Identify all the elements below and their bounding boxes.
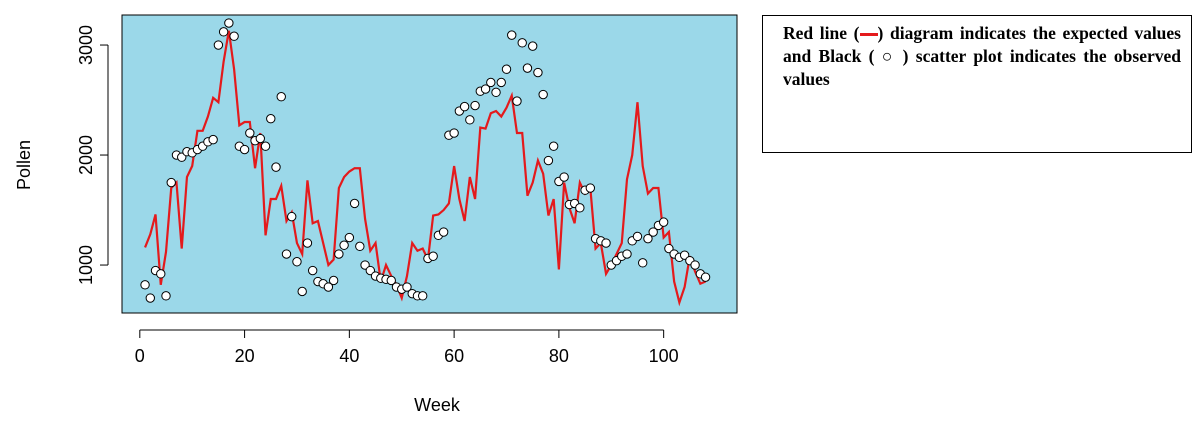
observed-point [260,141,271,151]
observed-point [643,233,653,244]
observed-point [239,144,250,155]
observed-point [648,227,658,237]
observed-point [213,40,224,50]
y-tick-label: 2000 [76,135,96,175]
observed-point [438,227,449,237]
observed-point [386,275,396,286]
observed-point [323,282,334,292]
observed-point [402,282,412,292]
observed-point [328,275,339,286]
observed-point [161,291,171,301]
observed-point [575,203,585,213]
observed-point [208,134,218,145]
observed-point [428,251,438,261]
annotation-box: Red line () diagram indicates the expect… [762,15,1192,153]
x-tick-label: 0 [135,346,145,366]
observed-point [302,238,313,248]
line-icon [859,33,878,37]
observed-point [538,89,548,100]
observed-point [517,38,527,48]
observed-point [156,269,166,279]
observed-point [344,232,355,243]
observed-point [334,249,344,259]
observed-point [585,183,596,193]
observed-point [287,211,297,222]
observed-point [145,293,155,303]
x-axis-label: Week [414,395,461,415]
observed-point [543,155,554,166]
x-tick-label: 100 [649,346,679,366]
observed-point [470,100,480,111]
observed-point [512,96,522,106]
observed-point [255,133,265,144]
observed-point [449,128,459,138]
y-tick-label: 1000 [76,245,96,285]
observed-point [292,257,302,267]
observed-point [527,41,538,51]
observed-point [622,249,632,259]
observed-point [638,258,648,268]
observed-point [690,260,700,270]
x-tick-label: 80 [549,346,569,366]
observed-point [266,114,276,124]
chart: Week Pollen 0 20 40 60 80 100 1000 2000 3000 [14,14,738,415]
observed-point [166,177,176,188]
observed-point [533,67,543,78]
x-tick-label: 60 [444,346,464,366]
observed-point [417,291,428,301]
observed-point [349,198,360,209]
observed-point [307,265,318,276]
observed-point [548,141,559,151]
observed-point [486,77,496,88]
x-tick-label: 20 [235,346,255,366]
observed-point [480,84,491,94]
observed-point [700,272,711,282]
observed-point [224,18,234,28]
observed-point [496,77,506,88]
y-tick-label: 3000 [76,25,96,65]
observed-point [501,64,512,74]
observed-point [658,217,669,227]
observed-point [601,238,611,248]
observed-point [339,240,349,250]
annotation-text: Red line ( [783,23,860,43]
observed-point [491,87,501,98]
plot-background [122,15,737,313]
observed-point [229,31,239,41]
observed-point [140,280,150,290]
annotation-text: ) diagram indicates the expected values … [783,23,1181,89]
x-tick-label: 40 [339,346,359,366]
y-axis-label: Pollen [14,140,34,190]
observed-point [459,101,470,112]
observed-point [632,231,643,242]
observed-point [276,92,286,102]
observed-point [245,128,255,138]
observed-point [271,162,281,172]
observed-point [465,115,475,125]
observed-point [522,63,533,73]
observed-point [559,172,569,182]
plot-frame [121,14,738,314]
observed-point [218,27,229,37]
observed-point [507,30,517,40]
observed-point [355,241,365,252]
observed-point [281,249,292,259]
observed-point [297,286,307,297]
